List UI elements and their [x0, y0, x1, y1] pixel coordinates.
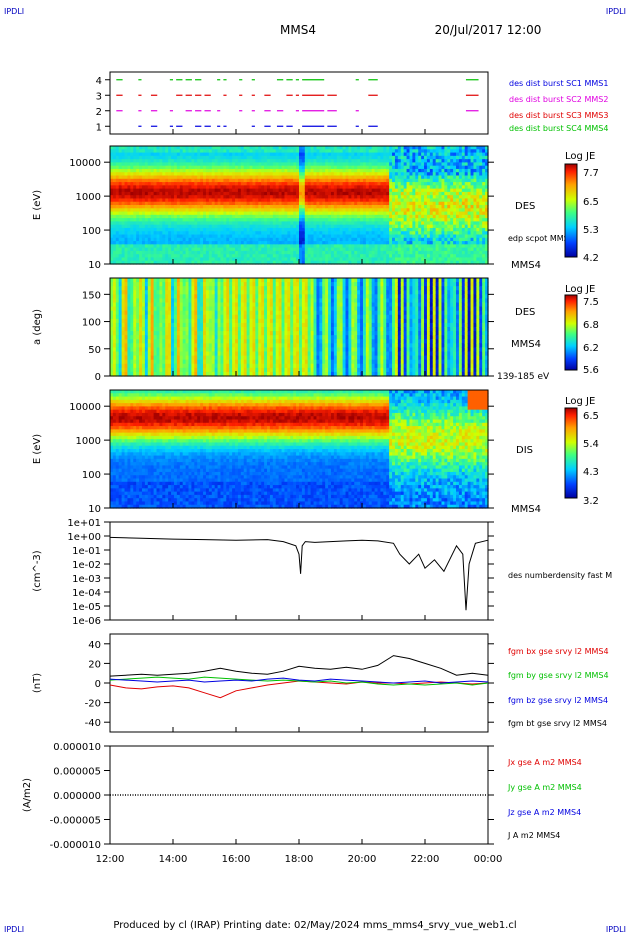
burst-ytick-label-1: 2 — [96, 107, 102, 118]
colorbar-des-energy-tick-1: 7.7 — [583, 168, 599, 179]
plot-date: 20/Jul/2017 12:00 — [435, 23, 542, 37]
plot-title: MMS4 — [280, 23, 316, 37]
des-energy-ylabel: E (eV) — [32, 190, 43, 220]
legend-burst-sc1: des dist burst SC1 MMS1 — [509, 79, 608, 88]
des-energy-right-sublabel: edp scpot MMS4 — [508, 234, 574, 243]
des-energy-ytick-label-0: 10 — [88, 260, 101, 271]
des-energy-ytick-label-3: 10000 — [69, 158, 101, 169]
colorbar-des-energy-title: Log JE — [565, 151, 595, 162]
corner-label-tr: IPDLI — [606, 7, 626, 16]
des-energy-ytick-label-2: 1000 — [76, 192, 101, 203]
des-energy-right-label: DES — [515, 201, 535, 212]
burst-ytick-label-2: 3 — [96, 91, 102, 102]
panel-burst: 1 2 3 4 des dist burst SC1 MMS1 des dist bu… — [96, 72, 609, 134]
burst-ytick-label-3: 4 — [96, 76, 102, 87]
burst-ytick-label-0: 1 — [96, 122, 102, 133]
corner-label-bl: IPDLI — [4, 925, 24, 934]
colorbar-des-energy-tick-3: 5.3 — [583, 225, 599, 236]
colorbar-des-energy — [565, 164, 577, 257]
legend-burst-sc2: des dist burst SC2 MMS2 — [509, 95, 608, 104]
panel-burst-frame — [110, 72, 488, 134]
panel-des-energy: 10 100 1000 10000 E (eV) DES edp scpot MMS4… — [32, 146, 599, 271]
des-energy-ytick-label-1: 100 — [82, 226, 101, 237]
colorbar-des-energy-tick-4: 4.2 — [583, 253, 599, 264]
des-energy-probe: MMS4 — [511, 260, 541, 271]
corner-label-tl: IPDLI — [4, 7, 24, 16]
legend-burst-sc3: des dist burst SC3 MMS3 — [509, 111, 608, 120]
legend-burst-sc4: des dist burst SC4 MMS4 — [509, 124, 608, 133]
colorbar-des-energy-tick-2: 6.5 — [583, 197, 599, 208]
corner-label-br: IPDLI — [606, 925, 626, 934]
